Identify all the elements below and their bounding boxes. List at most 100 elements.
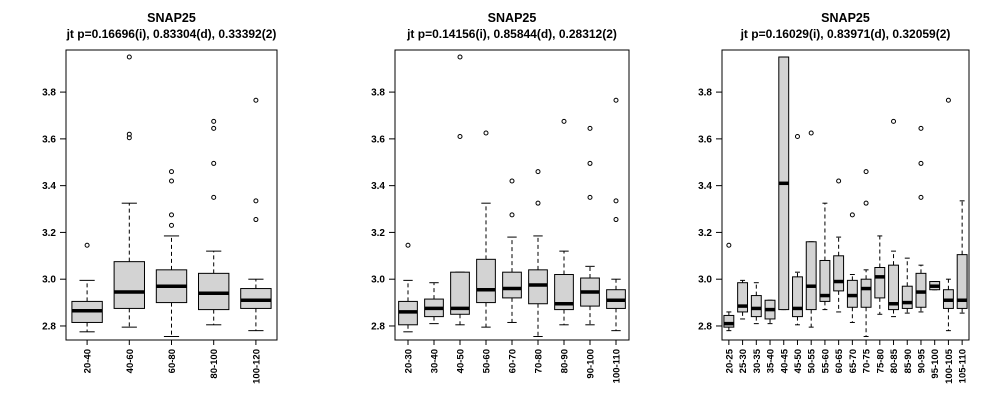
iqr-box	[554, 274, 574, 311]
x-tick-label: 80-100	[209, 349, 220, 379]
y-tick-label: 3.0	[371, 275, 385, 286]
x-tick-label: 100-105	[944, 348, 955, 384]
iqr-box	[750, 295, 762, 318]
x-tick-label: 60-65	[834, 348, 845, 373]
panel-2-title: SNAP25	[488, 11, 537, 25]
panel-3-subtitle: jt p=0.16029(i), 0.83971(d), 0.32059(2)	[740, 27, 951, 41]
iqr-box	[819, 259, 831, 302]
y-tick-label: 2.8	[698, 321, 712, 332]
y-tick-label: 3.2	[698, 228, 712, 239]
y-tick-label: 3.8	[371, 88, 385, 99]
outlier-point	[169, 178, 174, 184]
outlier-point	[169, 222, 174, 228]
outlier-point	[726, 242, 732, 248]
iqr-box	[956, 254, 968, 309]
outlier-point	[253, 198, 259, 204]
outlier-point	[211, 194, 217, 200]
panel-3-plot-area: 2.8 3.0 3.2 3.4 3.6 3.8 20-25 25-30 30-35 35-40 40…	[698, 49, 970, 384]
outlier-point	[211, 125, 217, 131]
iqr-box	[737, 282, 749, 313]
outlier-point	[945, 97, 951, 103]
outlier-point	[891, 118, 897, 124]
x-tick-label: 90-100	[586, 349, 597, 379]
iqr-box	[450, 271, 470, 315]
x-tick-label: 25-30	[738, 349, 749, 373]
x-tick-label: 40-50	[456, 349, 467, 373]
panel-2-subtitle: jt p=0.14156(i), 0.85844(d), 0.28312(2)	[406, 27, 617, 41]
x-tick-label: 100-120	[251, 349, 262, 384]
outlier-point	[535, 169, 541, 175]
y-tick-label: 3.2	[42, 228, 56, 239]
outlier-point	[253, 97, 259, 103]
x-tick-label: 80-90	[560, 349, 571, 373]
x-tick-label: 60-80	[167, 349, 178, 373]
iqr-box	[888, 264, 899, 311]
outlier-point	[457, 134, 463, 140]
x-tick-label: 65-70	[848, 349, 859, 373]
x-tick-label: 20-40	[83, 349, 94, 373]
panel-1-plot-area: 2.8 3.0 3.2 3.4 3.6 3.8 20-40 40-60 60-80 80-100 1…	[42, 49, 278, 384]
outlier-point	[918, 125, 924, 131]
outlier-point	[169, 212, 174, 218]
outlier-point	[509, 212, 515, 218]
outlier-point	[126, 131, 132, 137]
x-tick-label: 40-45	[779, 348, 790, 373]
iqr-box	[846, 279, 858, 308]
y-tick-label: 3.8	[42, 88, 56, 99]
iqr-box	[805, 241, 817, 311]
outlier-point	[561, 118, 567, 124]
y-tick-label: 3.2	[371, 228, 385, 239]
panel-1-title: SNAP25	[147, 11, 196, 25]
iqr-box	[792, 276, 803, 318]
x-tick-label: 100-110	[612, 349, 623, 383]
iqr-box	[476, 258, 496, 304]
x-tick-label: 60-70	[508, 349, 519, 373]
outlier-point	[613, 97, 619, 103]
y-tick-label: 3.0	[42, 275, 56, 286]
iqr-box	[240, 288, 272, 309]
outlier-point	[405, 242, 411, 248]
x-tick-label: 105-110	[958, 349, 969, 383]
iqr-box	[833, 255, 845, 292]
y-tick-label: 3.8	[698, 88, 712, 99]
plot-frame	[721, 49, 970, 341]
outlier-point	[587, 125, 593, 131]
panel-1-subtitle: jt p=0.16696(i), 0.83304(d), 0.33392(2)	[66, 27, 277, 41]
y-tick-label: 3.4	[698, 181, 712, 192]
outlier-point	[84, 242, 90, 248]
panel-1: SNAP25 jt p=0.16696(i), 0.83304(d), 0.33…	[42, 11, 278, 384]
x-tick-label: 20-30	[404, 349, 415, 373]
outlier-point	[211, 118, 217, 124]
panel-3-title: SNAP25	[821, 11, 870, 25]
outlier-point	[863, 200, 869, 206]
x-tick-label: 80-85	[889, 348, 900, 373]
iqr-box	[113, 261, 145, 309]
outlier-point	[613, 217, 619, 223]
outlier-point	[863, 169, 869, 175]
outlier-point	[836, 178, 842, 184]
outlier-point	[918, 194, 924, 200]
outlier-point	[169, 169, 174, 175]
outlier-point	[613, 198, 619, 204]
panel-2-plot-area: 2.8 3.0 3.2 3.4 3.6 3.8 20-30 30-40 40-50 50-60 60…	[371, 49, 630, 383]
x-tick-label: 95-100	[930, 349, 941, 379]
panel-3: SNAP25 jt p=0.16029(i), 0.83971(d), 0.32…	[698, 11, 970, 384]
iqr-box	[915, 272, 927, 308]
y-tick-label: 3.6	[42, 134, 56, 145]
y-tick-label: 3.6	[698, 134, 712, 145]
y-tick-label: 2.8	[42, 321, 56, 332]
outlier-point	[457, 54, 463, 60]
iqr-box	[874, 267, 886, 299]
y-tick-label: 3.0	[698, 275, 712, 286]
iqr-box	[860, 278, 872, 308]
iqr-box	[502, 271, 522, 299]
iqr-box	[198, 272, 230, 311]
outlier-point	[587, 160, 593, 166]
x-tick-label: 35-40	[766, 349, 777, 373]
x-tick-label: 90-95	[916, 348, 927, 373]
y-tick-label: 3.6	[371, 134, 385, 145]
x-tick-label: 75-80	[875, 349, 886, 373]
x-tick-label: 55-60	[820, 349, 831, 373]
x-tick-label: 40-60	[125, 349, 136, 373]
outlier-point	[535, 200, 541, 206]
